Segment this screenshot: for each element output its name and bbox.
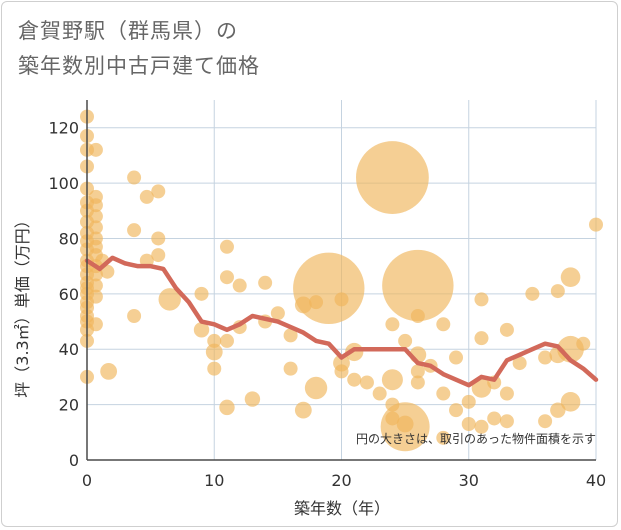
y-tick-label: 0 [69, 451, 79, 470]
x-tick-label: 0 [82, 471, 92, 490]
trend-line [84, 255, 599, 388]
data-bubble [304, 376, 328, 400]
data-bubble [356, 141, 429, 214]
y-tick-label: 120 [48, 119, 79, 138]
x-tick-label: 40 [586, 471, 606, 490]
y-tick-label: 80 [59, 229, 79, 248]
data-bubble [525, 286, 540, 301]
data-bubble [219, 270, 234, 285]
data-bubble [576, 336, 591, 351]
y-tick-label: 100 [48, 174, 79, 193]
data-bubble [474, 331, 489, 346]
y-tick-label: 60 [59, 285, 79, 304]
data-bubble [550, 402, 566, 418]
data-bubble [449, 350, 464, 365]
data-bubble [258, 275, 273, 290]
data-bubble [499, 414, 514, 429]
data-bubble [436, 386, 451, 401]
data-bubble [219, 333, 234, 348]
data-bubble [283, 328, 298, 343]
data-bubble [127, 309, 142, 323]
data-bubble [560, 267, 581, 288]
data-bubble [410, 309, 425, 323]
data-bubble [410, 364, 425, 379]
data-bubble [471, 378, 492, 398]
chart-title: 倉賀野駅（群馬県）の 築年数別中古戸建て価格 [18, 14, 260, 84]
data-bubble [461, 394, 476, 409]
data-bubble [88, 317, 103, 332]
x-tick-label: 30 [459, 471, 479, 490]
x-tick-label: 10 [204, 471, 224, 490]
data-bubble [550, 284, 565, 299]
data-bubble [474, 419, 489, 434]
chart-title-line2: 築年数別中古戸建て価格 [18, 54, 260, 78]
data-bubble [232, 278, 247, 293]
y-tick-label: 40 [59, 340, 79, 359]
data-bubble [436, 430, 451, 445]
data-bubble [293, 252, 365, 325]
data-bubble [487, 411, 502, 426]
data-bubble [88, 220, 103, 235]
data-bubble [538, 350, 553, 365]
axes [86, 100, 596, 461]
data-bubble [512, 356, 527, 371]
y-tick-labels: 0 20 40 60 80 100 120 [48, 119, 79, 470]
x-tick-label: 20 [331, 471, 351, 490]
data-bubble [158, 288, 181, 311]
data-bubble [461, 417, 476, 431]
data-bubble [207, 361, 222, 376]
data-bubble [538, 414, 553, 429]
data-bubble [359, 375, 374, 390]
data-bubble [560, 392, 581, 412]
data-bubble [127, 223, 142, 238]
data-bubble [449, 403, 464, 418]
data-bubble [219, 239, 234, 254]
data-bubble [100, 362, 118, 380]
data-bubble [205, 343, 223, 361]
data-bubble [193, 322, 210, 338]
data-bubble [499, 386, 514, 401]
data-bubble [294, 401, 312, 419]
data-bubble [385, 317, 400, 332]
data-bubble [139, 189, 154, 204]
data-bubble [194, 286, 209, 301]
data-bubble [151, 248, 166, 263]
data-bubble [244, 391, 261, 407]
data-bubble [151, 231, 166, 246]
data-bubble [372, 386, 387, 401]
data-bubble [334, 364, 349, 379]
y-tick-label: 20 [59, 396, 79, 415]
data-bubble [436, 317, 451, 332]
data-bubble [347, 372, 362, 387]
data-bubble [499, 322, 514, 337]
data-bubble [151, 184, 166, 199]
data-bubble [88, 209, 103, 224]
data-bubble [334, 292, 349, 307]
data-bubble [398, 333, 413, 348]
x-axis-label: 築年数（年） [294, 499, 390, 518]
data-bubble [127, 170, 142, 185]
data-bubble [382, 249, 454, 322]
size-note: 円の大きさは、取引のあった物件面積を示す [356, 431, 596, 446]
data-bubble [410, 375, 425, 390]
bubble-layer [80, 109, 603, 452]
data-bubble [381, 369, 403, 391]
data-bubble [396, 415, 414, 433]
x-tick-labels: 0 10 20 30 40 [82, 471, 606, 490]
data-bubble [88, 198, 103, 213]
data-bubble [88, 278, 103, 293]
data-bubble [88, 142, 103, 157]
data-bubble [474, 292, 489, 307]
y-axis-label: 坪（3.3㎡）単価（万円） [13, 212, 32, 397]
data-bubble [270, 306, 285, 321]
data-bubble [589, 217, 603, 232]
data-bubble [283, 361, 298, 376]
chart-title-line1: 倉賀野駅（群馬県）の [18, 19, 238, 43]
data-bubble [219, 399, 235, 416]
data-bubble [88, 289, 103, 304]
